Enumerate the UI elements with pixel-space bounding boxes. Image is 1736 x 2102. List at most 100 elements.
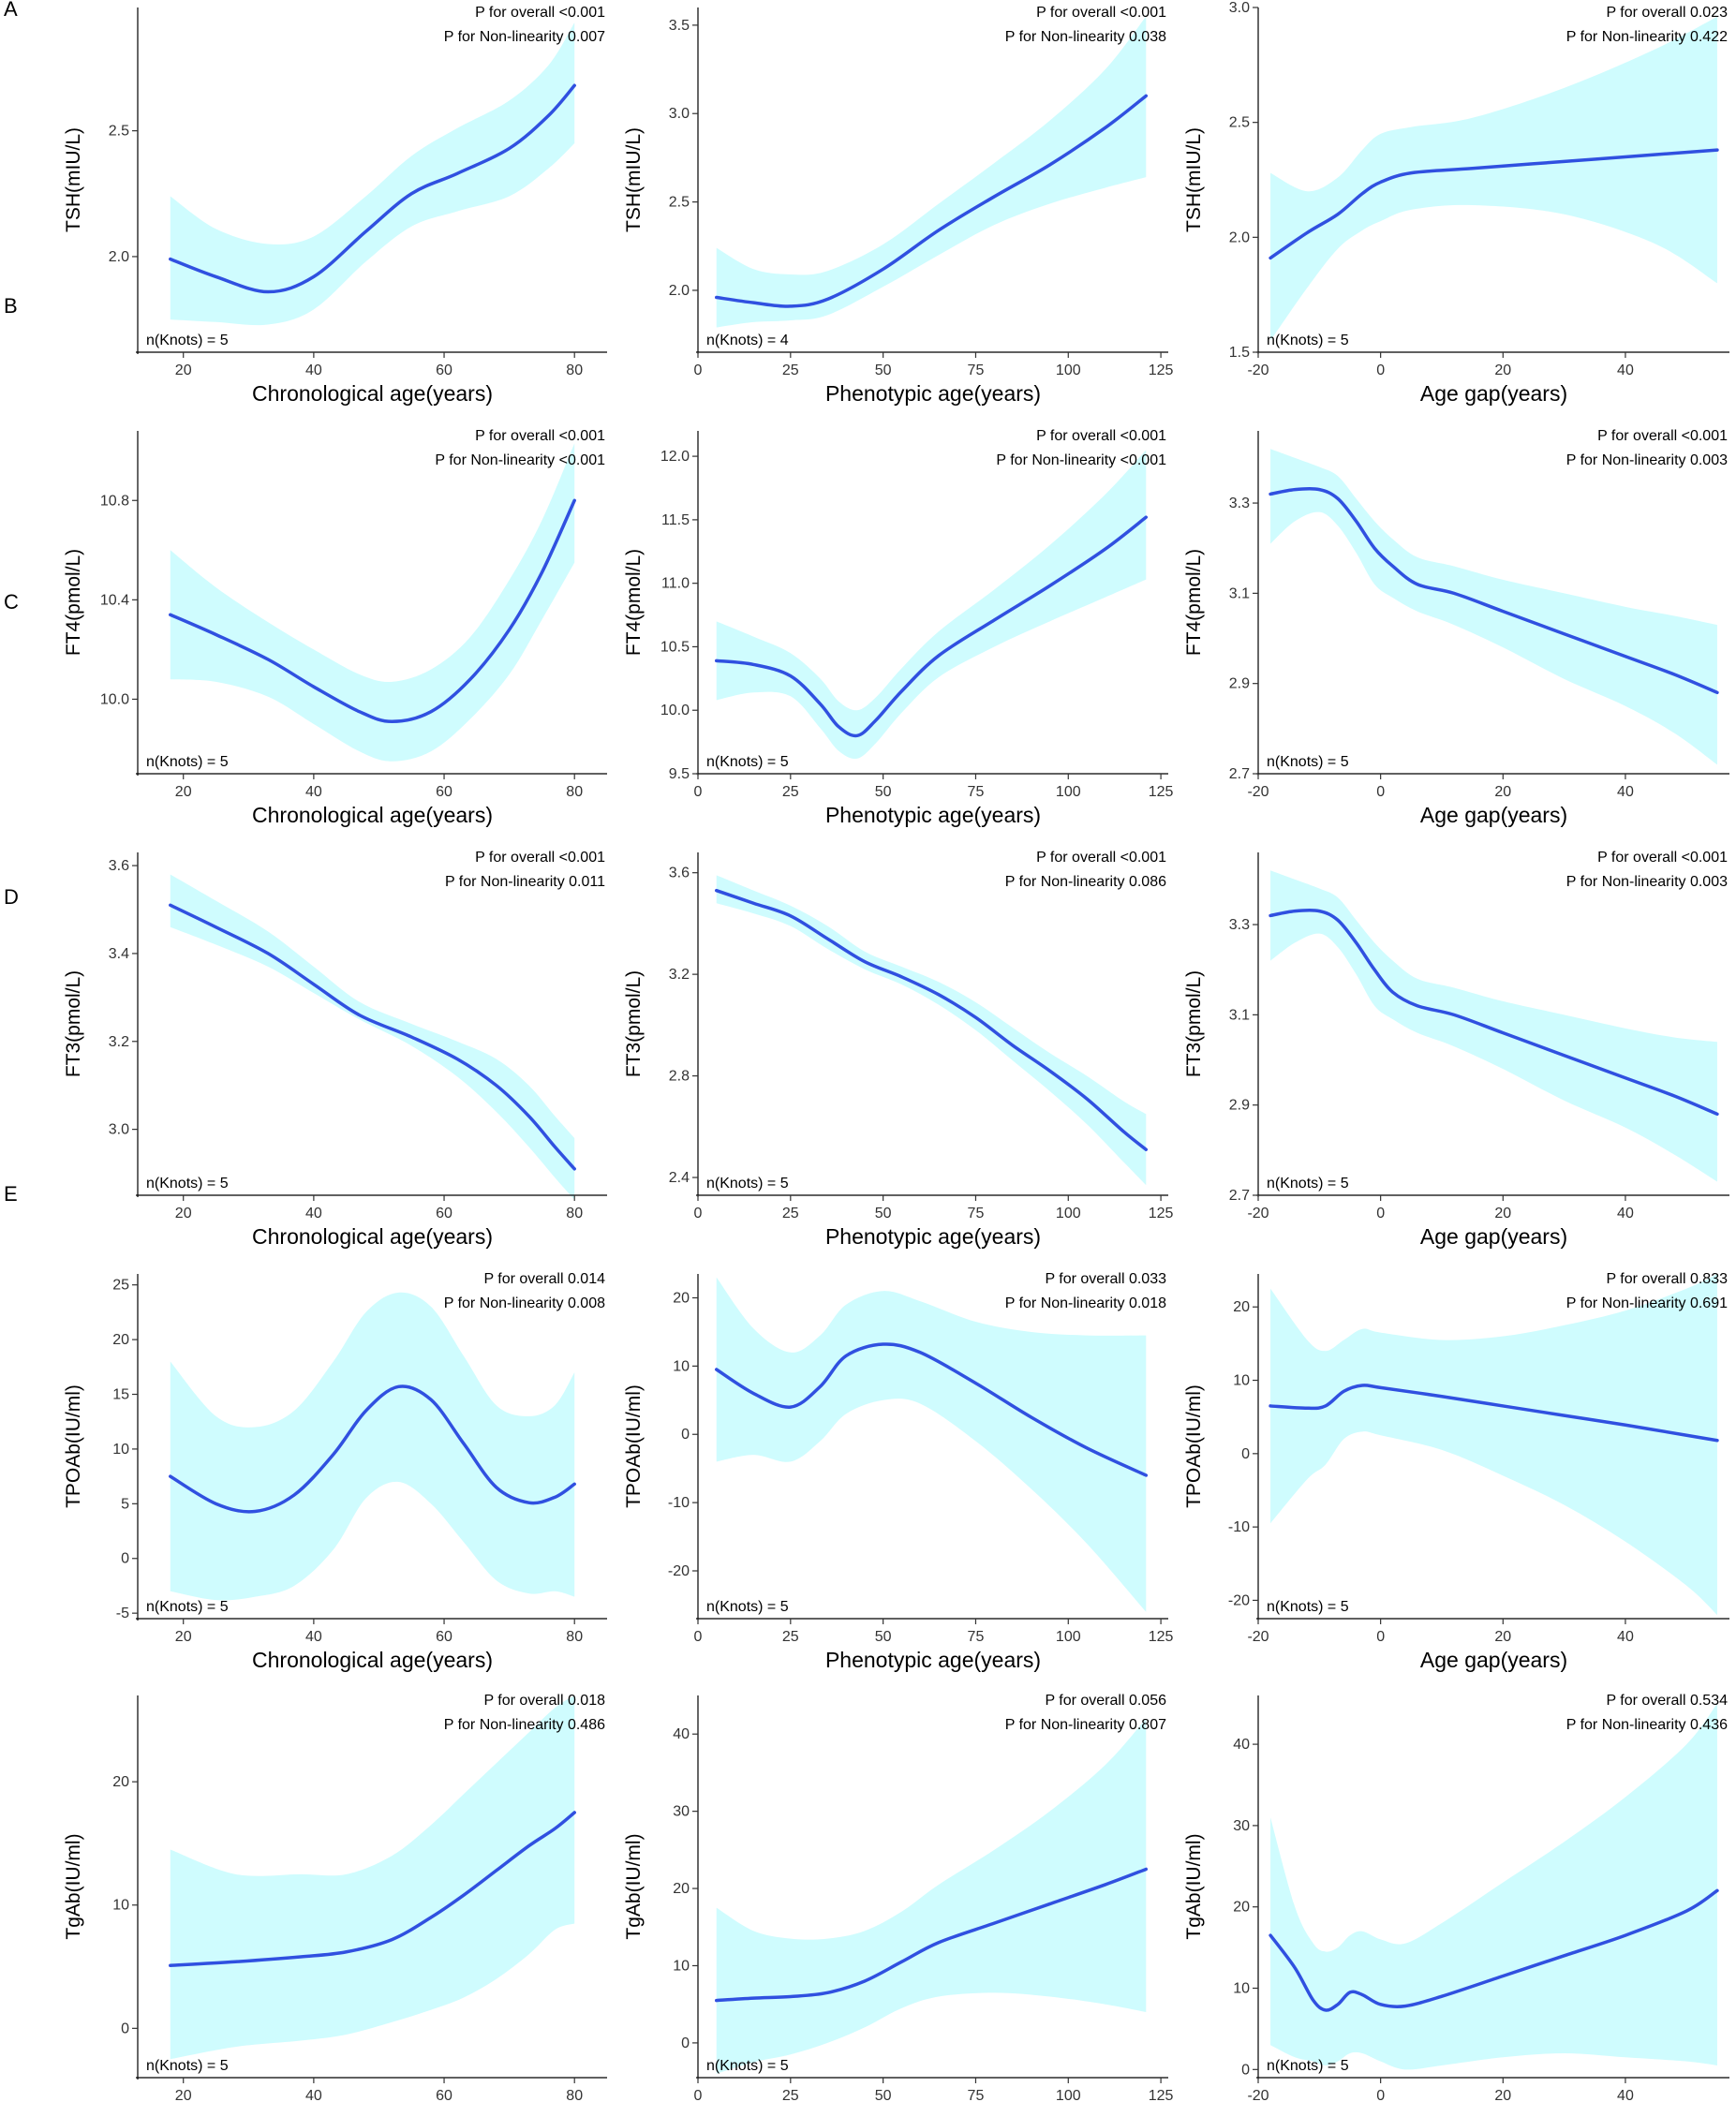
y-tick-label: 3.3 (1229, 496, 1250, 511)
chart-b1: 20 40 60 80 10.0 10.4 10.8 Chronological age(ye… (63, 428, 607, 827)
y-tick-label: 20 (1233, 1900, 1250, 1916)
chart-e1: 2040608001020Chronological age(years)TgA… (63, 1693, 607, 2102)
y-tick-label: 30 (1233, 1818, 1250, 1834)
x-tick-label: 100 (1056, 1206, 1081, 1221)
y-tick-label: 3.0 (109, 1122, 129, 1138)
fit-line-a3 (1269, 148, 1719, 260)
chart-d2: 0 25 50 75 100 125 -20 -10 0 10 20 Phenotypic age(y… (623, 1271, 1174, 1672)
x-tick-label: 20 (1494, 784, 1511, 800)
ci-band-c2 (716, 875, 1147, 1186)
x-axis-label-b1: Chronological age(years) (252, 803, 493, 827)
ci-band-e2 (716, 1718, 1147, 2074)
y-tick-label: -5 (116, 1606, 129, 1621)
y-tick-label: 25 (112, 1278, 129, 1294)
p-overall-a3: P for overall 0.023 (1606, 5, 1728, 21)
x-tick-label: 0 (1376, 784, 1385, 800)
y-tick-label: 20 (1233, 1299, 1250, 1315)
y-axis-label-d2: TPOAb(IU/ml) (623, 1384, 645, 1508)
chart-c3: -20 0 20 40 2.7 2.9 3.1 3.3 Age gap(years) FT3(pm… (1183, 850, 1729, 1249)
y-tick-label: 2.8 (669, 1069, 690, 1085)
y-tick-label: 2.5 (669, 195, 690, 211)
fit-line-e3 (1269, 1888, 1719, 2012)
x-tick-label: 20 (175, 1629, 192, 1645)
y-tick-label: 20 (673, 1881, 690, 1897)
x-tick-label: 25 (782, 363, 799, 378)
x-tick-label: 50 (875, 784, 892, 800)
x-tick-label: 0 (694, 363, 703, 378)
y-tick-label: 10.5 (660, 639, 690, 655)
y-axis-label-c2: FT3(pmol/L) (623, 970, 645, 1077)
p-overall-c2: P for overall <0.001 (1036, 850, 1166, 866)
p-nonlinearity-d2: P for Non-linearity 0.018 (1005, 1295, 1166, 1311)
x-tick-label: 100 (1056, 2088, 1081, 2102)
knots-label-e3: n(Knots) = 5 (1267, 2058, 1349, 2074)
y-axis-label-a2: TSH(mIU/L) (623, 127, 645, 232)
y-tick-label: 3.6 (109, 858, 129, 874)
x-tick-label: 0 (694, 1206, 703, 1221)
x-tick-label: 60 (436, 2088, 453, 2102)
y-axis-label-b1: FT4(pmol/L) (63, 549, 84, 656)
ci-band-d1 (170, 1292, 575, 1601)
x-axis-label-a3: Age gap(years) (1420, 381, 1567, 406)
p-nonlinearity-c3: P for Non-linearity 0.003 (1566, 874, 1728, 890)
p-overall-b3: P for overall <0.001 (1597, 428, 1728, 444)
row-label-c: C (4, 590, 19, 614)
x-tick-label: 25 (782, 1206, 799, 1221)
knots-label-c3: n(Knots) = 5 (1267, 1176, 1349, 1192)
chart-c2: 0 25 50 75 100 125 2.4 2.8 3.2 3.6 Phenotypic age(… (623, 850, 1174, 1249)
x-tick-label: -20 (1247, 1206, 1269, 1221)
fit-line-a2 (715, 94, 1149, 308)
knots-label-b1: n(Knots) = 5 (146, 754, 229, 770)
p-overall-e1: P for overall 0.018 (483, 1693, 605, 1709)
chart-a2: 0 25 50 75 100 125 2.0 2.5 3.0 3.5 Phenotypic age(… (623, 5, 1174, 406)
x-tick-label: 80 (566, 1206, 583, 1221)
y-tick-label: 0 (1241, 1446, 1250, 1462)
y-tick-label: 10.4 (100, 592, 129, 608)
p-nonlinearity-b3: P for Non-linearity 0.003 (1566, 452, 1728, 468)
chart-a3: -20 0 20 40 1.5 2.0 2.5 3.0 Age gap(years) TSH(mI… (1183, 0, 1729, 406)
x-tick-label: 80 (566, 2088, 583, 2102)
y-tick-label: 40 (673, 1726, 690, 1742)
y-axis-label-b2: FT4(pmol/L) (623, 549, 645, 656)
x-tick-label: 0 (694, 784, 703, 800)
x-tick-label: 80 (566, 363, 583, 378)
ci-band-c3 (1270, 870, 1717, 1182)
p-overall-c1: P for overall <0.001 (475, 850, 605, 866)
p-overall-e2: P for overall 0.056 (1045, 1693, 1166, 1709)
knots-label-c1: n(Knots) = 5 (146, 1176, 229, 1192)
chart-c1: 20 40 60 80 3.0 3.2 3.4 3.6 Chronological age(ye… (63, 850, 607, 1249)
x-tick-label: 75 (968, 784, 985, 800)
fit-line-c3 (1269, 908, 1719, 1117)
ci-band-d2 (716, 1277, 1147, 1612)
y-tick-label: 2.7 (1229, 1188, 1250, 1204)
y-tick-label: 3.4 (109, 946, 129, 962)
x-axis-label-d2: Phenotypic age(years) (825, 1648, 1041, 1672)
x-tick-label: 0 (694, 2088, 703, 2102)
x-tick-label: 100 (1056, 784, 1081, 800)
y-tick-label: 10 (112, 1442, 129, 1458)
y-tick-label: -20 (1228, 1592, 1250, 1608)
ci-band-a3 (1270, 16, 1717, 341)
row-label-b: B (4, 294, 18, 318)
x-tick-label: 40 (305, 784, 322, 800)
knots-label-e2: n(Knots) = 5 (706, 2058, 789, 2074)
knots-label-d1: n(Knots) = 5 (146, 1599, 229, 1615)
y-tick-label: 30 (673, 1804, 690, 1820)
fit-line-d3 (1269, 1384, 1719, 1443)
row-label-d: D (4, 885, 19, 909)
x-axis-label-c3: Age gap(years) (1420, 1224, 1567, 1249)
knots-label-a1: n(Knots) = 5 (146, 333, 229, 348)
chart-e3: -2002040010203040Age gap(years)TgAb(IU/m… (1183, 1693, 1729, 2102)
p-nonlinearity-a1: P for Non-linearity 0.007 (444, 29, 605, 45)
x-axis-label-b2: Phenotypic age(years) (825, 803, 1041, 827)
x-tick-label: 75 (968, 1629, 985, 1645)
knots-label-b2: n(Knots) = 5 (706, 754, 789, 770)
x-tick-label: 50 (875, 1629, 892, 1645)
y-tick-label: 0 (1241, 2062, 1250, 2078)
y-tick-label: 20 (112, 1774, 129, 1790)
p-nonlinearity-e2: P for Non-linearity 0.807 (1005, 1717, 1166, 1733)
y-tick-label: 10 (673, 1958, 690, 1974)
knots-label-d3: n(Knots) = 5 (1267, 1599, 1349, 1615)
x-tick-label: 20 (175, 363, 192, 378)
y-axis-label-e1: TgAb(IU/ml) (63, 1833, 84, 1939)
